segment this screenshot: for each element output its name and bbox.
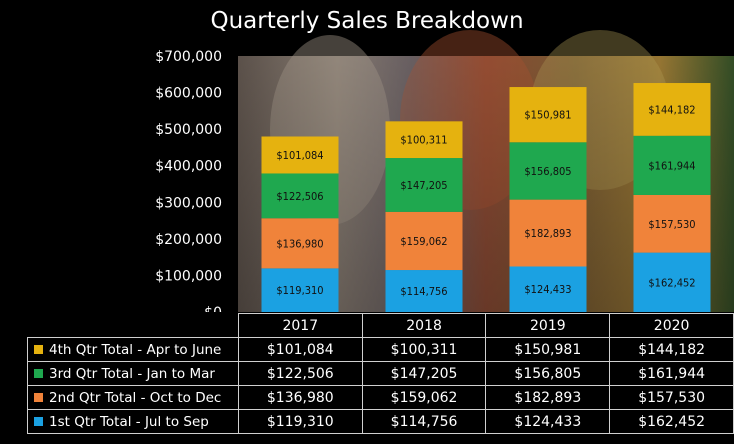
value-cell: $101,084 <box>237 337 363 362</box>
data-label: $162,452 <box>648 276 695 289</box>
value-cell: $159,062 <box>361 385 487 410</box>
bar-segment <box>509 199 587 267</box>
y-tick-label: $200,000 <box>155 232 222 248</box>
series-name-cell: 4th Qtr Total - Apr to June <box>27 337 239 362</box>
value-cell: $114,756 <box>361 409 487 434</box>
value-cell: $161,944 <box>609 361 734 386</box>
data-label: $156,805 <box>524 165 571 178</box>
series-name-cell: 1st Qtr Total - Jul to Sep <box>27 409 239 434</box>
value-cell: $144,182 <box>609 337 734 362</box>
bar-segment <box>385 270 463 312</box>
y-tick-label: $0 <box>204 305 222 312</box>
y-tick-label: $700,000 <box>155 49 222 65</box>
series-name: 1st Qtr Total - Jul to Sep <box>49 413 209 430</box>
series-name: 2nd Qtr Total - Oct to Dec <box>49 389 222 406</box>
year-header: 2017 <box>237 313 363 338</box>
bar-segment <box>385 211 463 271</box>
table-row: 1st Qtr Total - Jul to Sep $119,310 $114,7… <box>27 409 734 434</box>
plot-area: $0 $100,000 $200,000 $300,000 $400,000 $500,0… <box>155 30 734 312</box>
value-cell: $119,310 <box>237 409 363 434</box>
table-corner <box>27 313 239 338</box>
data-label: $101,084 <box>276 149 323 162</box>
bar-segment <box>385 121 463 159</box>
data-label: $147,205 <box>400 179 447 192</box>
value-cell: $124,433 <box>485 409 611 434</box>
bar-segment <box>261 218 339 269</box>
series-name: 3rd Qtr Total - Jan to Mar <box>49 365 215 382</box>
table-row: 4th Qtr Total - Apr to June $101,084 $100,… <box>27 337 734 362</box>
y-tick-label: $100,000 <box>155 268 222 284</box>
value-cell: $150,981 <box>485 337 611 362</box>
value-cell: $162,452 <box>609 409 734 434</box>
bar-segment <box>509 266 587 312</box>
series-name-cell: 3rd Qtr Total - Jan to Mar <box>27 361 239 386</box>
bar-segment <box>509 87 587 143</box>
data-label: $136,980 <box>276 237 323 250</box>
value-cell: $136,980 <box>237 385 363 410</box>
data-label: $122,506 <box>276 190 323 203</box>
table-row: 3rd Qtr Total - Jan to Mar $122,506 $147,2… <box>27 361 734 386</box>
value-cell: $147,205 <box>361 361 487 386</box>
series-name-cell: 2nd Qtr Total - Oct to Dec <box>27 385 239 410</box>
data-label: $150,981 <box>524 109 571 122</box>
legend-swatch <box>34 344 43 354</box>
year-header: 2020 <box>609 313 734 338</box>
bar-segment <box>633 135 711 195</box>
bar-segment <box>633 83 711 136</box>
legend-swatch <box>34 392 43 402</box>
data-label: $182,893 <box>524 227 571 240</box>
legend-swatch <box>34 416 43 426</box>
bar-segment <box>633 252 711 312</box>
bar-segment <box>633 194 711 253</box>
year-header: 2018 <box>361 313 487 338</box>
value-cell: $182,893 <box>485 385 611 410</box>
value-cell: $157,530 <box>609 385 734 410</box>
data-label: $124,433 <box>524 283 571 296</box>
data-label: $114,756 <box>400 285 447 298</box>
data-label: $144,182 <box>648 103 695 116</box>
bar-segment <box>509 142 587 200</box>
year-header: 2019 <box>485 313 611 338</box>
y-tick-label: $300,000 <box>155 195 222 211</box>
data-label: $157,530 <box>648 218 695 231</box>
value-cell: $122,506 <box>237 361 363 386</box>
data-label: $100,311 <box>400 134 447 147</box>
data-label: $119,310 <box>276 284 323 297</box>
data-label: $159,062 <box>400 235 447 248</box>
y-tick-label: $400,000 <box>155 159 222 175</box>
table-header-row: 2017 2018 2019 2020 <box>27 313 734 338</box>
y-tick-label: $500,000 <box>155 122 222 138</box>
chart-title: Quarterly Sales Breakdown <box>210 8 524 34</box>
value-cell: $100,311 <box>361 337 487 362</box>
bar-segment <box>261 173 339 219</box>
legend-swatch <box>34 368 43 378</box>
data-table: 2017 2018 2019 2020 4th Qtr Total - Apr to J… <box>27 313 734 434</box>
y-tick-label: $600,000 <box>155 86 222 102</box>
bar-segment <box>385 158 463 212</box>
table-row: 2nd Qtr Total - Oct to Dec $136,980 $159,0… <box>27 385 734 410</box>
series-name: 4th Qtr Total - Apr to June <box>49 341 222 358</box>
value-cell: $156,805 <box>485 361 611 386</box>
bar-segment <box>261 136 339 174</box>
data-label: $161,944 <box>648 159 695 172</box>
bar-segment <box>261 268 339 312</box>
